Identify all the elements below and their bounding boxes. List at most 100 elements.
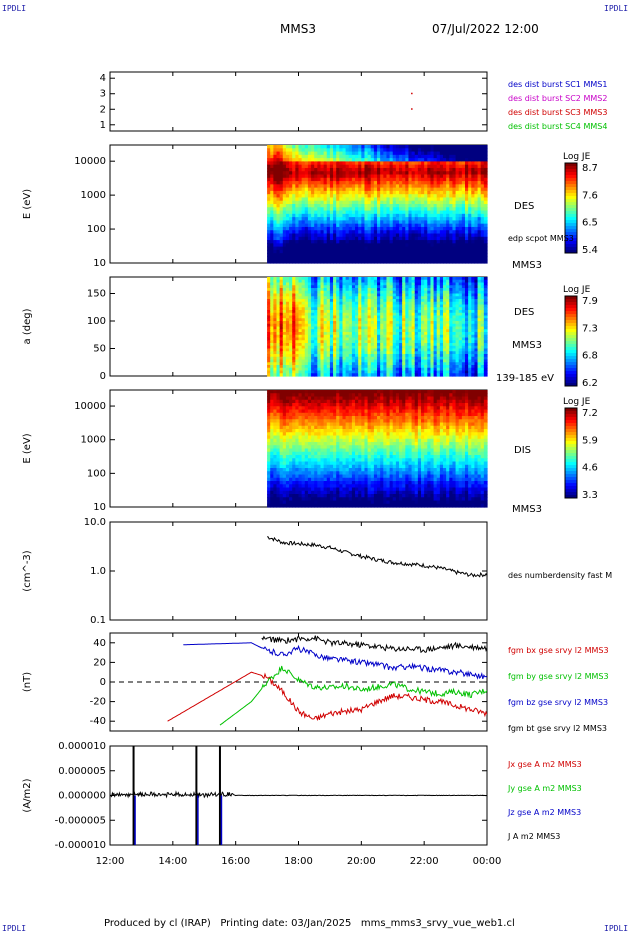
heatmap-cell [311,323,315,328]
heatmap-cell [267,345,271,350]
heatmap-cell [430,240,435,244]
heatmap-cell [336,177,340,182]
heatmap-cell [436,290,441,295]
heatmap-cell [402,321,406,325]
heatmap-cell [267,259,271,264]
heatmap-cell [358,197,362,202]
heatmap-cell [414,174,419,179]
heatmap-cell [289,148,293,153]
burst-legend-entry: des dist burst SC1 MMS1 [508,80,607,89]
heatmap-cell [461,167,466,172]
heatmap-cell [289,253,293,258]
heatmap-cell [436,312,441,317]
heatmap-cell [433,240,438,244]
heatmap-cell [276,253,281,258]
heatmap-cell [449,190,454,195]
heatmap-cell [439,293,444,297]
heatmap-cell [377,354,381,358]
heatmap-cell [424,148,428,153]
heatmap-cell [395,233,400,238]
heatmap-cell [301,277,306,281]
heatmap-cell [449,158,454,162]
heatmap-cell [417,259,422,264]
heatmap-cell [443,343,447,347]
heatmap-cell [427,177,432,182]
heatmap-cell [298,256,303,261]
heatmap-cell [323,148,328,153]
heatmap-cell [348,307,353,311]
heatmap-cell [317,288,322,292]
heatmap-cell [320,226,325,231]
heatmap-cell [402,312,406,317]
heatmap-cell [455,223,460,228]
heatmap-cell [480,207,485,212]
heatmap-cell [323,279,328,284]
heatmap-cell [430,362,435,366]
heatmap-cell [395,177,400,182]
heatmap-cell [389,348,394,352]
heatmap-cell [342,343,347,347]
heatmap-cell [458,171,463,176]
heatmap-cell [424,210,428,215]
heatmap-cell [329,164,334,169]
heatmap-cell [355,190,359,195]
heatmap-cell [392,256,397,261]
heatmap-cell [348,356,353,361]
heatmap-cell [424,318,428,322]
heatmap-cell [298,204,303,208]
heatmap-cell [292,332,296,336]
heatmap-cell [320,253,325,258]
heatmap-cell [389,321,394,325]
heatmap-cell [323,213,328,218]
heatmap-cell [380,329,384,333]
heatmap-cell [421,326,425,330]
heatmap-cell [370,340,375,344]
heatmap-cell [292,312,296,317]
heatmap-cell [380,220,384,225]
heatmap-cell [380,151,384,156]
heatmap-cell [311,359,315,363]
heatmap-cell [383,194,388,199]
heatmap-cell [282,348,287,352]
heatmap-cell [443,334,447,339]
heatmap-cell [348,310,353,314]
heatmap-cell [443,299,447,303]
heatmap-cell [461,318,466,322]
heatmap-cell [301,318,306,322]
heatmap-cell [439,174,444,179]
heatmap-cell [323,348,328,352]
heatmap-cell [421,359,425,363]
heatmap-cell [405,259,410,264]
heatmap-cell [386,334,391,339]
heatmap-cell [436,145,441,149]
heatmap-cell [449,181,454,185]
heatmap-cell [339,293,344,297]
heatmap-cell [317,326,322,330]
heatmap-cell [364,312,369,317]
heatmap-cell [443,290,447,295]
heatmap-cell [439,343,444,347]
heatmap-cell [285,256,290,261]
heatmap-cell [285,240,290,244]
heatmap-cell [452,279,457,284]
heatmap-cell [414,334,419,339]
heatmap-cell [355,340,359,344]
y-tick-label: 3 [100,89,106,100]
heatmap-cell [358,370,362,374]
heatmap-cell [373,161,378,166]
heatmap-cell [295,256,300,261]
heatmap-cell [273,337,278,341]
heatmap-cell [314,315,318,319]
heatmap-cell [339,220,344,225]
heatmap-cell [383,174,388,179]
heatmap-cell [314,304,318,308]
heatmap-cell [414,285,419,289]
heatmap-cell [348,194,353,199]
heatmap-cell [468,259,472,264]
heatmap-cell [301,197,306,202]
heatmap-cell [267,226,271,231]
heatmap-cell [345,290,350,295]
heatmap-cell [298,296,303,300]
heatmap-cell [377,246,381,251]
heatmap-cell [336,233,340,238]
